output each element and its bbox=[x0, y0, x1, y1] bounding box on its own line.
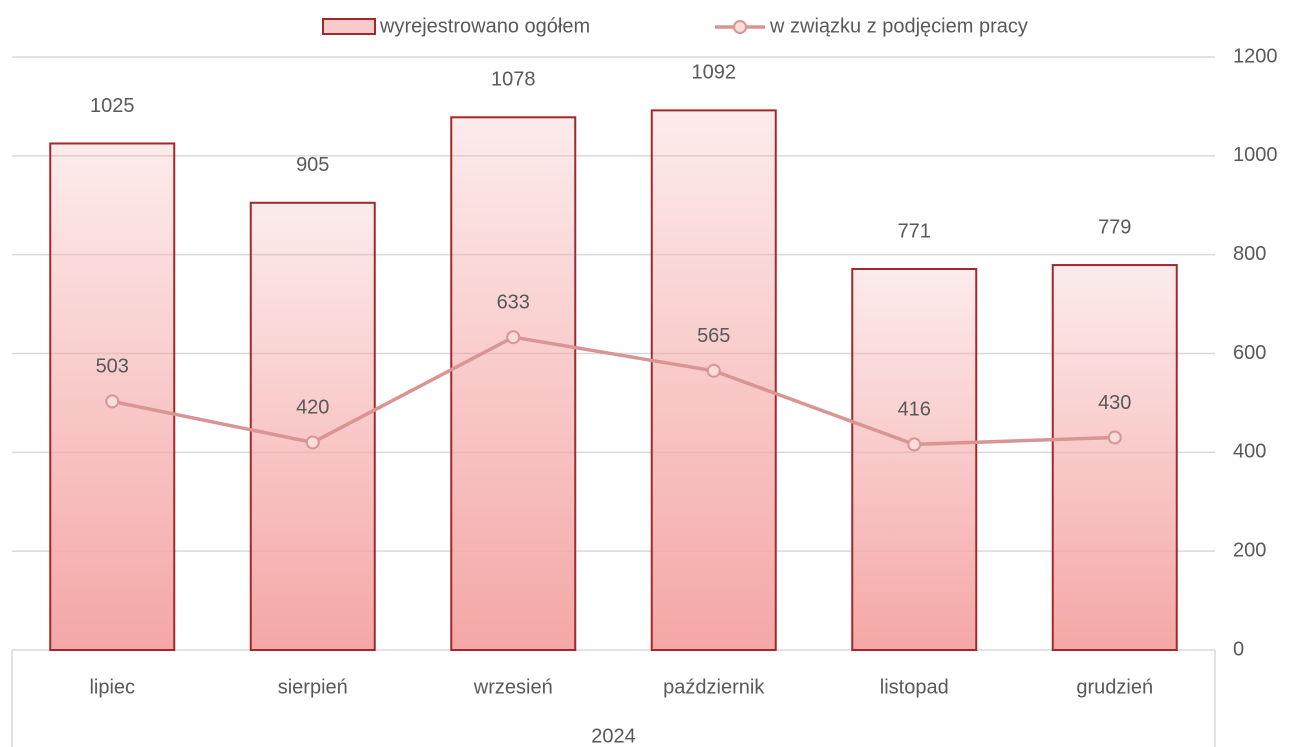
line bbox=[111, 335, 1115, 447]
line-marker bbox=[706, 363, 721, 378]
line-marker bbox=[105, 394, 120, 409]
line-value-label: 565 bbox=[697, 325, 730, 347]
line-value-label: 633 bbox=[497, 291, 530, 313]
line-value-label: 430 bbox=[1098, 392, 1131, 414]
legend-swatch bbox=[322, 18, 376, 35]
bar bbox=[851, 267, 978, 651]
x-group-label: 2024 bbox=[591, 725, 636, 747]
line-marker bbox=[305, 435, 320, 450]
y-tick-label: 400 bbox=[1233, 441, 1266, 463]
y-tick-label: 800 bbox=[1233, 243, 1266, 265]
x-tick-label: listopad bbox=[880, 676, 949, 698]
bar bbox=[650, 109, 777, 652]
bar bbox=[49, 142, 176, 652]
x-tick-label: sierpień bbox=[278, 676, 348, 698]
bar bbox=[249, 201, 376, 651]
bar-value-label: 779 bbox=[1098, 216, 1131, 238]
line-value-label: 503 bbox=[96, 356, 129, 378]
legend-marker bbox=[733, 20, 747, 34]
y-tick-label: 0 bbox=[1233, 638, 1244, 660]
legend-label: w związku z podjęciem pracy bbox=[769, 15, 1028, 37]
y-tick-label: 1200 bbox=[1233, 45, 1278, 67]
legend-label: wyrejestrowano ogółem bbox=[379, 15, 590, 37]
line-marker bbox=[1107, 430, 1122, 445]
bar-value-label: 1025 bbox=[90, 95, 135, 117]
x-tick-label: lipiec bbox=[89, 676, 135, 698]
line-marker bbox=[907, 437, 922, 452]
x-tick-label: październik bbox=[663, 676, 765, 698]
x-tick-label: grudzień bbox=[1076, 676, 1153, 698]
bar bbox=[1051, 264, 1178, 651]
x-tick-label: wrzesień bbox=[473, 676, 553, 698]
bar-value-label: 905 bbox=[296, 154, 329, 176]
y-tick-label: 1000 bbox=[1233, 144, 1278, 166]
line-value-label: 416 bbox=[898, 399, 931, 421]
y-tick-label: 200 bbox=[1233, 539, 1266, 561]
y-tick-label: 600 bbox=[1233, 342, 1266, 364]
line-value-label: 420 bbox=[296, 397, 329, 419]
bar-value-label: 1092 bbox=[692, 62, 737, 84]
line-marker bbox=[506, 330, 521, 345]
bar-value-label: 771 bbox=[898, 220, 931, 242]
bar bbox=[450, 116, 577, 651]
bar-value-label: 1078 bbox=[491, 69, 536, 91]
